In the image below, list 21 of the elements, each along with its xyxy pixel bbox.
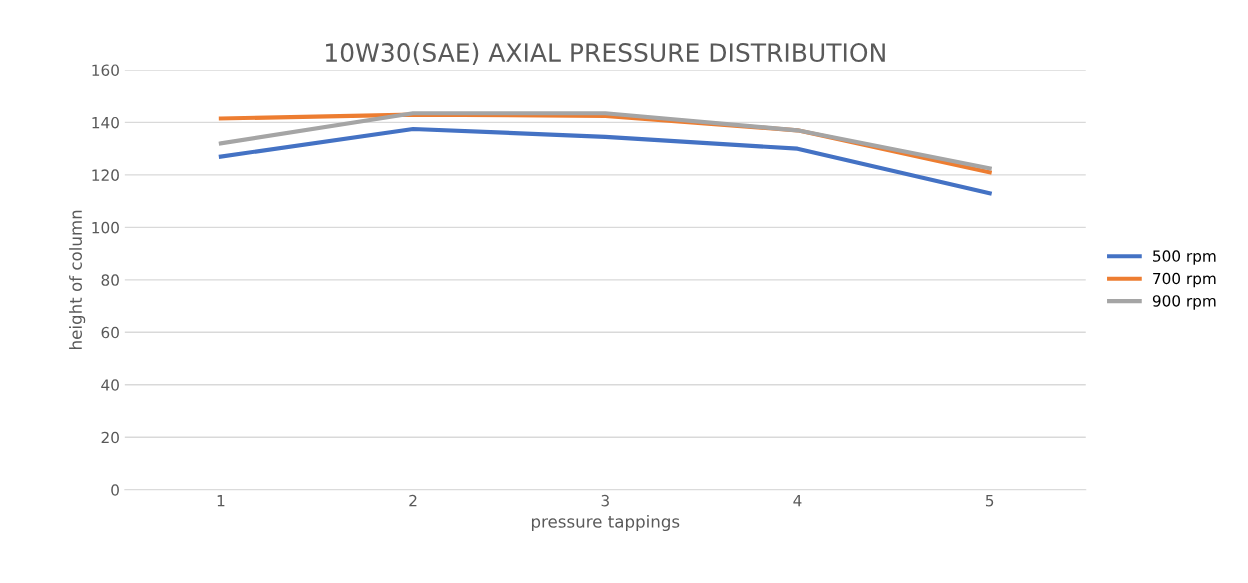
y-tick-label: 0 [111,484,119,496]
y-tick-label: 60 [101,326,119,339]
x-tick-label: 1 [217,495,225,507]
chart-title: 10W30(SAE) AXIAL PRESSURE DISTRIBUTION [326,42,885,65]
line-series [218,126,992,196]
legend-label: 500 rpm [1153,250,1216,265]
x-tick-label: 4 [793,495,802,507]
y-tick-label: 40 [101,379,119,391]
y-tick-label: 120 [92,169,119,181]
x-tick-label: 5 [985,495,994,507]
y-tick-label: 160 [92,64,119,76]
y-tick-label: 140 [92,116,119,129]
x-tick-label: 3 [601,494,609,507]
y-tick-label: 100 [92,221,119,234]
legend-label: 700 rpm [1153,272,1216,288]
x-tick-label: 2 [409,494,417,507]
x-axis-title: pressure tappings [531,514,680,532]
legend-label: 900 rpm [1152,295,1216,310]
y-tick-label: 80 [101,274,119,286]
y-axis-title: height of column [69,210,86,349]
y-tick-label: 20 [101,431,119,444]
